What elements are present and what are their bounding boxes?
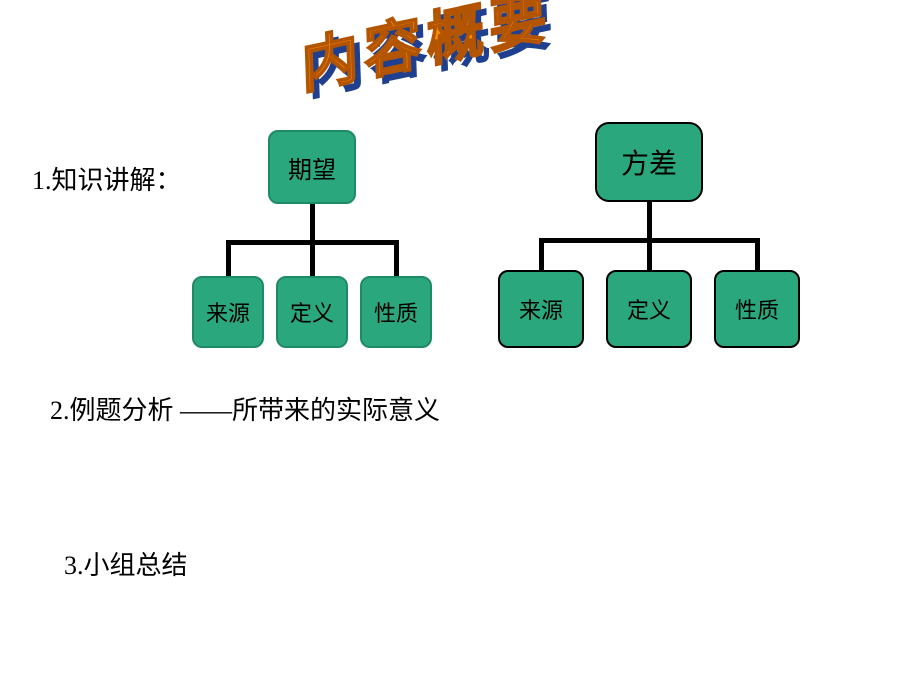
tree-edge-drop <box>755 238 760 270</box>
tree-right: 方差来源定义性质 <box>0 0 920 690</box>
tree-root-node: 方差 <box>595 122 703 202</box>
tree-edge-drop <box>647 238 652 270</box>
tree-child-node: 性质 <box>714 270 800 348</box>
tree-edge-drop <box>539 238 544 270</box>
slide: 内容概要 内容概要 1.知识讲解： 2.例题分析 ——所带来的实际意义 3.小组… <box>0 0 920 690</box>
tree-child-node: 来源 <box>498 270 584 348</box>
tree-edge-trunk <box>647 202 652 243</box>
tree-child-node: 定义 <box>606 270 692 348</box>
